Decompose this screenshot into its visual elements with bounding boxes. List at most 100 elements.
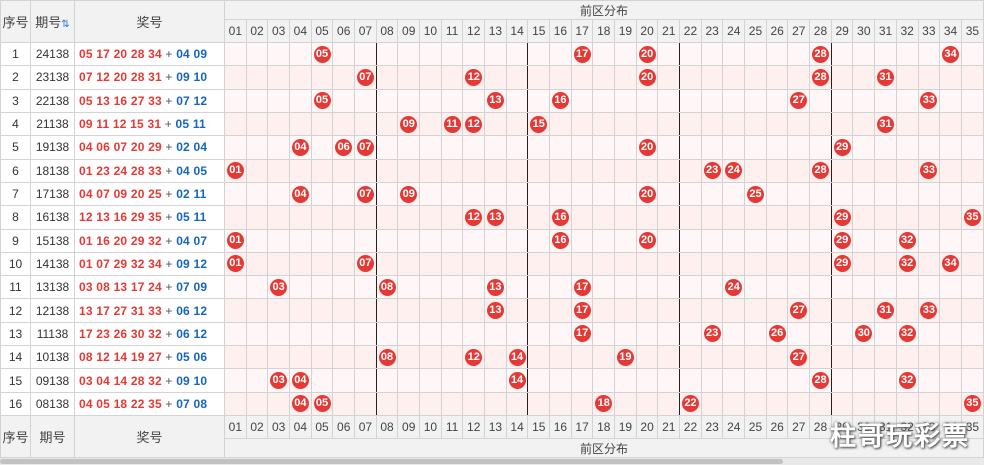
sort-icon[interactable]: ⇅ — [61, 19, 70, 30]
cell-09 — [397, 251, 421, 277]
footer-award: 奖号 — [74, 415, 225, 458]
cell-07 — [354, 111, 377, 137]
cell-19 — [614, 368, 637, 393]
cell-22 — [679, 321, 702, 347]
header-number-06: 06 — [332, 19, 356, 43]
footer-number-19: 19 — [614, 415, 637, 439]
header-period-sort[interactable]: 期号⇅ — [30, 0, 75, 43]
cell-29 — [830, 65, 854, 90]
cell-18 — [592, 88, 616, 113]
cell-23 — [700, 228, 724, 253]
cell-23 — [700, 88, 724, 113]
footer-number-18: 18 — [592, 415, 616, 439]
cell-16 — [549, 65, 572, 90]
header-number-15: 15 — [527, 19, 551, 43]
back-numbers: 09 12 — [176, 256, 208, 271]
cell-31 — [874, 275, 897, 300]
cell-34 — [939, 88, 962, 113]
row-period: 24138 — [30, 41, 75, 67]
footer-number-13: 13 — [484, 415, 507, 439]
ball-marker: 32 — [898, 255, 916, 273]
cell-04 — [289, 88, 312, 113]
footer-number-29: 29 — [830, 415, 854, 439]
cell-02 — [245, 251, 269, 277]
cell-30 — [852, 88, 876, 113]
cell-16 — [549, 391, 572, 417]
cell-06 — [332, 251, 356, 277]
cell-13 — [484, 41, 507, 67]
cell-10 — [419, 111, 442, 137]
ball-marker: 15 — [530, 115, 548, 133]
horizontal-scrollbar[interactable] — [0, 458, 984, 465]
cell-06 — [332, 368, 356, 393]
footer-number-21: 21 — [657, 415, 681, 439]
cell-34: 34 — [939, 251, 962, 277]
header-number-12: 12 — [462, 19, 486, 43]
row-period: 23138 — [30, 65, 75, 90]
cell-06 — [332, 345, 356, 370]
cell-25 — [744, 65, 767, 90]
cell-28 — [809, 205, 832, 230]
ball-marker: 09 — [400, 115, 418, 133]
table-row: 7 17138 04 07 09 20 25 + 02 11 04 07 09 20 25 — [0, 181, 984, 207]
cell-13 — [484, 228, 507, 253]
ball-marker: 24 — [725, 278, 743, 296]
cell-14 — [505, 111, 529, 137]
row-index: 7 — [0, 181, 31, 207]
plus-sign: + — [165, 350, 173, 365]
cell-15 — [527, 368, 551, 393]
cell-07 — [354, 345, 377, 370]
cell-17: 17 — [570, 298, 594, 323]
cell-05 — [310, 298, 334, 323]
ball-marker: 04 — [291, 395, 309, 413]
cell-20 — [635, 275, 659, 300]
ball-marker: 06 — [335, 138, 353, 156]
header-number-20: 20 — [635, 19, 659, 43]
front-numbers: 01 23 24 28 33 — [79, 163, 162, 178]
cell-22: 22 — [679, 391, 702, 417]
cell-27: 27 — [787, 298, 811, 323]
back-numbers: 04 07 — [176, 233, 208, 248]
cell-11 — [440, 205, 464, 230]
back-numbers: 05 11 — [176, 210, 207, 225]
cell-17 — [570, 251, 594, 277]
cell-18 — [592, 228, 616, 253]
cell-16 — [549, 368, 572, 393]
ball-marker: 13 — [486, 92, 504, 110]
cell-25 — [744, 345, 767, 370]
cell-29: 29 — [830, 205, 854, 230]
cell-02 — [245, 228, 269, 253]
ball-marker: 32 — [898, 232, 916, 250]
ball-marker: 27 — [790, 92, 808, 110]
cell-14 — [505, 88, 529, 113]
cell-10 — [419, 368, 442, 393]
ball-marker: 14 — [508, 372, 526, 390]
row-award: 04 07 09 20 25 + 02 11 — [74, 181, 225, 207]
cell-30 — [852, 368, 876, 393]
cell-07 — [354, 228, 377, 253]
table-row: 3 22138 05 13 16 27 33 + 07 12 05 13 16 27 33 — [0, 88, 984, 113]
back-numbers: 07 09 — [176, 280, 208, 295]
table-row: 5 19138 04 06 07 20 29 + 02 04 04 06 07 20 29 — [0, 135, 984, 160]
row-period: 14138 — [30, 251, 75, 277]
row-period: 22138 — [30, 88, 75, 113]
cell-18 — [592, 345, 616, 370]
cell-13 — [484, 158, 507, 183]
cell-15 — [527, 65, 551, 90]
cell-11 — [440, 88, 464, 113]
cell-09 — [397, 321, 421, 347]
cell-10 — [419, 345, 442, 370]
cell-06 — [332, 391, 356, 417]
cell-14 — [505, 158, 529, 183]
cell-27 — [787, 41, 811, 67]
cell-21 — [657, 321, 681, 347]
cell-25 — [744, 298, 767, 323]
cell-09: 09 — [397, 111, 421, 137]
cell-11 — [440, 228, 464, 253]
cell-18 — [592, 298, 616, 323]
scrollbar-thumb[interactable] — [0, 459, 783, 464]
ball-marker: 08 — [378, 348, 396, 366]
front-numbers: 03 08 13 17 24 — [79, 280, 162, 295]
footer-number-22: 22 — [679, 415, 702, 439]
cell-18 — [592, 275, 616, 300]
